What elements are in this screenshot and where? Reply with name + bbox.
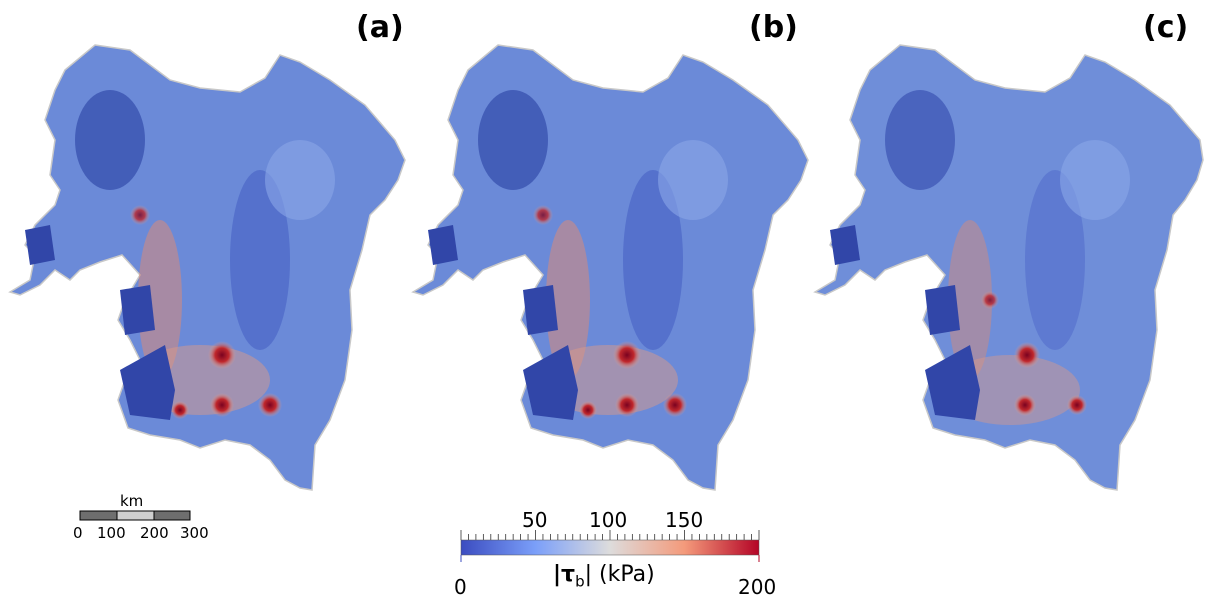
ice-sheet-map-a <box>8 44 406 491</box>
colorbar: 50 100 150 0 |τb| (kPa) 200 <box>450 505 790 600</box>
colorbar-label-symbol: |τ <box>553 562 576 587</box>
scale-tick-100: 100 <box>97 524 126 542</box>
panel-label-a: (a) <box>356 10 404 45</box>
colorbar-min: 0 <box>454 575 467 599</box>
ice-sheet-map-b <box>411 44 809 491</box>
colorbar-graphic <box>460 530 760 562</box>
colorbar-tick-150: 150 <box>665 508 704 532</box>
colorbar-tick-100: 100 <box>589 508 628 532</box>
colorbar-label-sub: b <box>575 572 585 591</box>
colorbar-label-unit: | (kPa) <box>584 562 655 587</box>
panel-label-b: (b) <box>749 10 798 45</box>
map-panel-b: (b) <box>403 0 813 500</box>
ice-sheet-map-c <box>813 44 1204 491</box>
colorbar-tick-50: 50 <box>522 508 548 532</box>
panel-label-c: (c) <box>1143 10 1189 45</box>
map-panel-a: (a) <box>0 0 410 500</box>
scale-tick-0: 0 <box>73 524 83 542</box>
map-panel-c: (c) <box>805 0 1209 500</box>
scale-bar-unit: km <box>120 492 144 510</box>
scale-bar: km 0 100 200 300 <box>70 492 220 552</box>
scale-tick-300: 300 <box>180 524 209 542</box>
colorbar-max: 200 <box>738 575 777 599</box>
colorbar-label: |τb| (kPa) <box>553 562 655 590</box>
scale-tick-200: 200 <box>140 524 169 542</box>
scale-bar-graphic <box>79 510 191 521</box>
